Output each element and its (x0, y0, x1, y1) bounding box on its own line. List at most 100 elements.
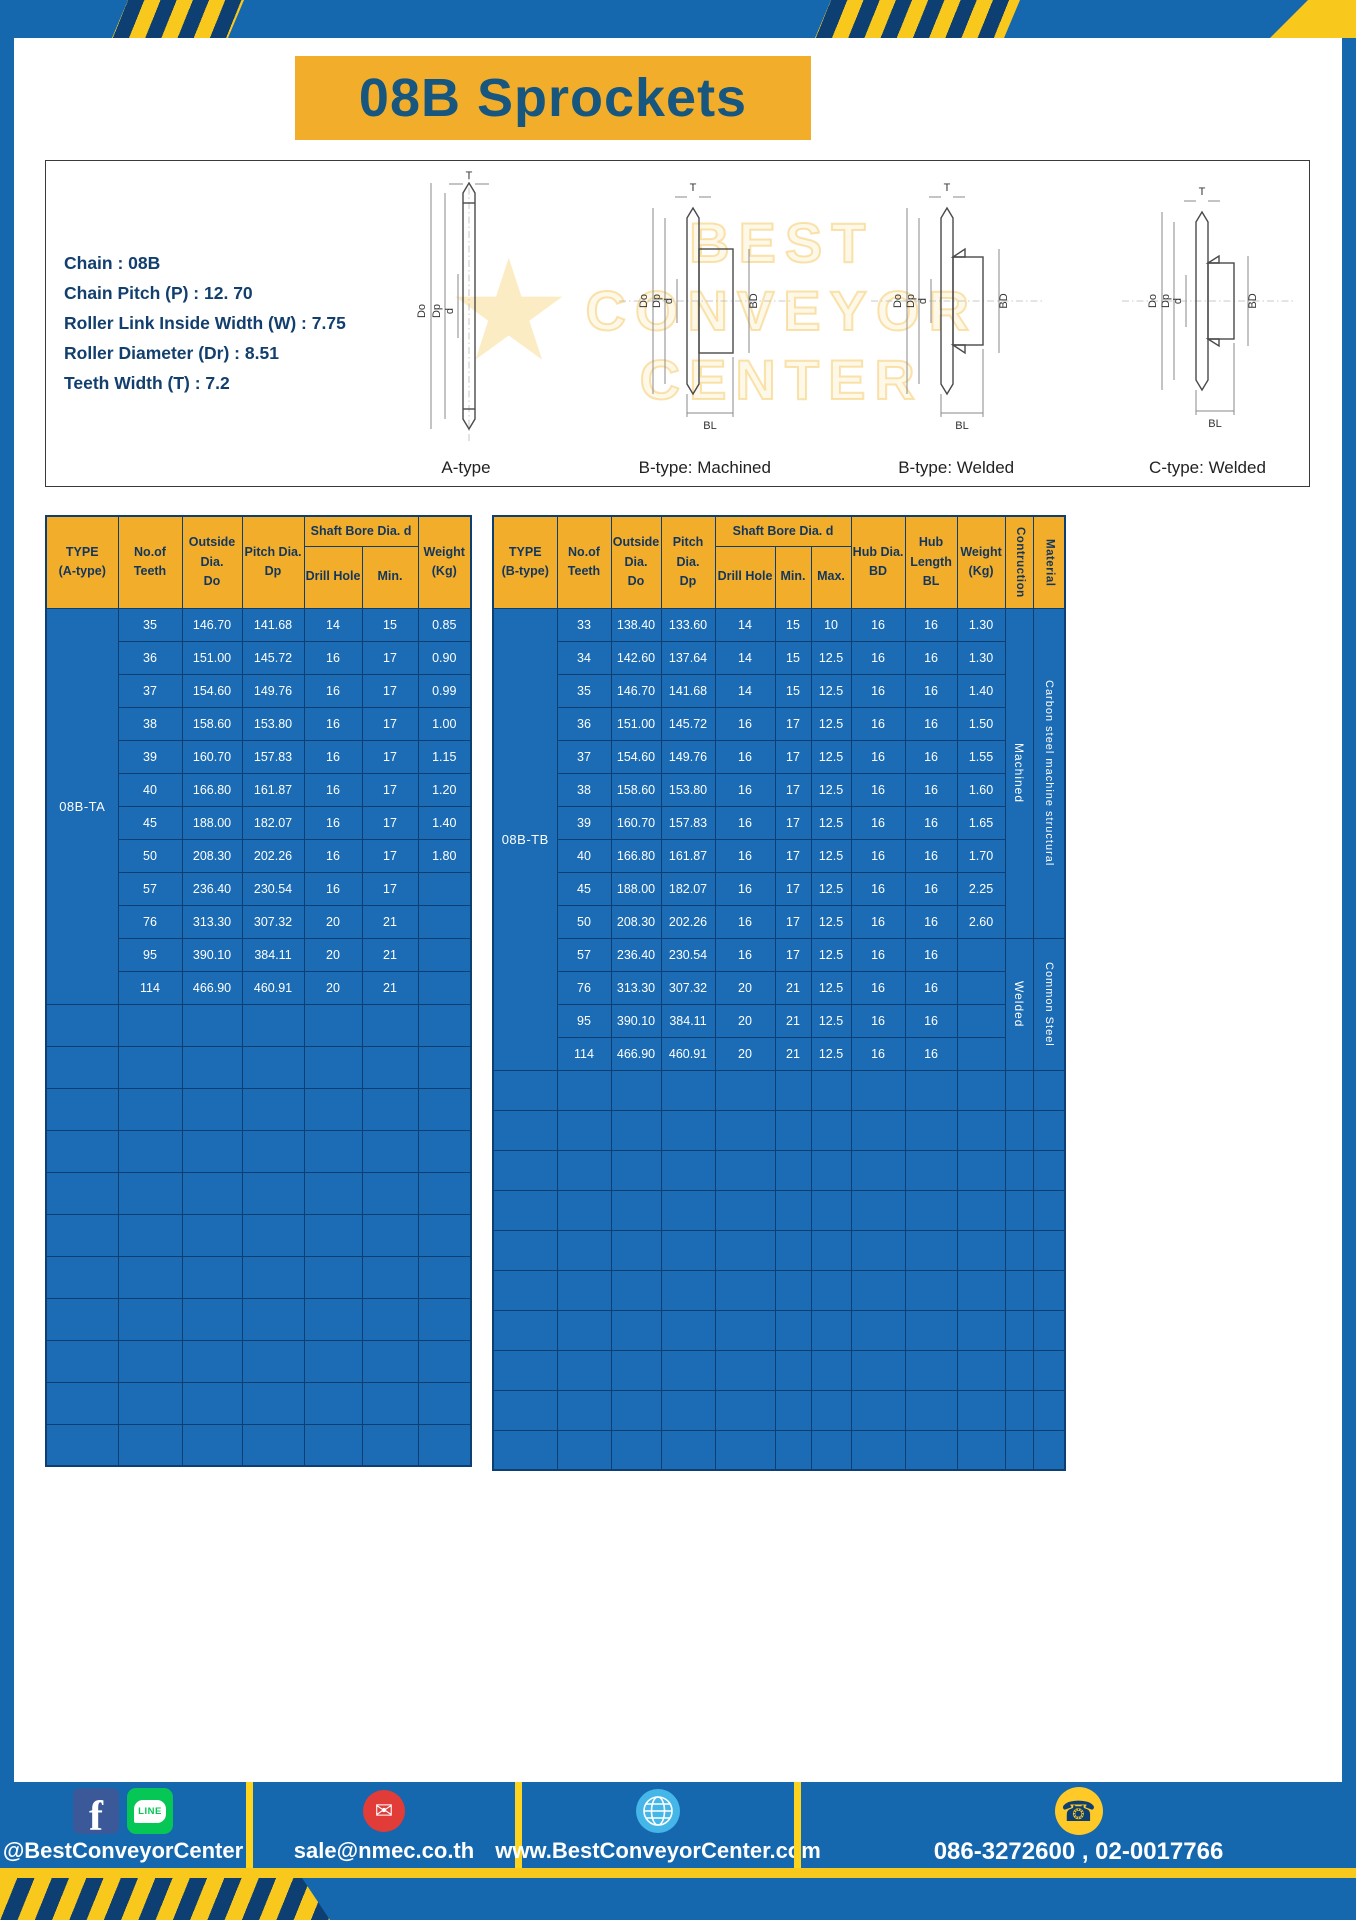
empty-table-row (45, 1255, 472, 1299)
empty-cell (181, 1381, 243, 1425)
data-cell (417, 970, 472, 1005)
empty-cell (556, 1349, 612, 1391)
data-cell: 15 (361, 607, 419, 642)
data-cell: 12.5 (810, 871, 852, 906)
empty-cell (181, 1213, 243, 1257)
data-cell: 37 (556, 739, 612, 774)
data-cell: 1.60 (956, 772, 1006, 807)
dim-label-t: T (943, 182, 950, 194)
empty-cell (810, 1149, 852, 1191)
empty-cell (361, 1087, 419, 1131)
data-cell: 460.91 (241, 970, 305, 1005)
empty-cell (904, 1069, 958, 1111)
dim-label-bl: BL (1208, 418, 1221, 430)
empty-table-row (45, 1087, 472, 1131)
top-hazard-stripe-left (112, 0, 244, 38)
data-cell: 45 (556, 871, 612, 906)
data-cell: 1.55 (956, 739, 1006, 774)
empty-cell (810, 1349, 852, 1391)
data-cell: 21 (774, 1003, 812, 1038)
empty-cell (1032, 1149, 1066, 1191)
title-banner: 08B Sprockets (295, 56, 811, 140)
line-icon: LINE (127, 1788, 173, 1834)
data-cell: 14 (303, 607, 363, 642)
data-cell: 16 (303, 739, 363, 774)
construction-cell: Machined (1004, 607, 1034, 939)
empty-cell (241, 1087, 305, 1131)
data-cell: 1.70 (956, 838, 1006, 873)
data-cell: 188.00 (181, 805, 243, 840)
empty-cell (660, 1389, 716, 1431)
empty-cell (714, 1229, 776, 1271)
data-cell: 12.5 (810, 805, 852, 840)
empty-cell (1004, 1269, 1034, 1311)
figure-caption-a-type: A-type (441, 458, 491, 477)
empty-cell (556, 1149, 612, 1191)
data-cell: 151.00 (181, 640, 243, 675)
table-row: 114 466.90 460.91 20 21 (46, 970, 472, 1005)
empty-cell (610, 1349, 662, 1391)
data-cell: 39 (556, 805, 612, 840)
data-cell: 15 (774, 607, 812, 642)
empty-table-row (492, 1269, 1066, 1311)
top-right-corner-wedge (1270, 0, 1356, 38)
data-cell: 16 (904, 970, 958, 1005)
top-hazard-stripe-right (815, 0, 1020, 38)
empty-cell (492, 1429, 558, 1471)
data-cell: 12.5 (810, 1003, 852, 1038)
empty-cell (956, 1389, 1006, 1431)
empty-table-row (492, 1189, 1066, 1231)
empty-table-row (492, 1069, 1066, 1111)
dim-label-t: T (466, 171, 473, 182)
table-row: 57 236.40 230.54 16 17 12.5 16 16 Welded Common S… (493, 937, 1066, 1071)
empty-cell (361, 1255, 419, 1299)
dim-label-dp: Dp (1160, 294, 1172, 308)
data-cell: 208.30 (610, 904, 662, 939)
empty-cell (556, 1309, 612, 1351)
data-cell: 38 (117, 706, 183, 741)
col-header-pitch-dia: Pitch Dia. Dp (660, 515, 716, 609)
empty-cell (714, 1149, 776, 1191)
empty-cell (492, 1269, 558, 1311)
empty-cell (117, 1045, 183, 1089)
col-header-type: TYPE (B-type) (492, 515, 558, 609)
empty-table-row (492, 1349, 1066, 1391)
footer-section-social: f LINE @BestConveyorCenter (0, 1782, 246, 1868)
empty-cell (45, 1045, 119, 1089)
data-cell: 154.60 (610, 739, 662, 774)
empty-cell (774, 1349, 812, 1391)
empty-cell (303, 1339, 363, 1383)
dim-label-bl: BL (955, 420, 968, 432)
table-row: 38 158.60 153.80 16 17 1.00 (46, 706, 472, 741)
data-cell: 16 (714, 739, 776, 774)
empty-cell (956, 1189, 1006, 1231)
data-cell: 17 (774, 739, 812, 774)
empty-cell (810, 1429, 852, 1471)
dim-label-do: Do (892, 294, 904, 308)
data-cell: 17 (361, 739, 419, 774)
spec-tables: TYPE (A-type) No.of Teeth Outside Dia. D… (45, 515, 1067, 1471)
data-cell: 16 (303, 706, 363, 741)
empty-cell (492, 1069, 558, 1111)
data-cell: 1.30 (956, 607, 1006, 642)
empty-cell (417, 1339, 472, 1383)
data-cell: 10 (810, 607, 852, 642)
empty-cell (904, 1229, 958, 1271)
empty-cell (556, 1189, 612, 1231)
data-cell: 16 (303, 640, 363, 675)
empty-cell (361, 1381, 419, 1425)
data-cell (417, 904, 472, 939)
page-title: 08B Sprockets (358, 68, 748, 128)
empty-cell (241, 1171, 305, 1215)
col-header-outside-dia: Outside Dia. Do (610, 515, 662, 609)
data-cell: 153.80 (660, 772, 716, 807)
empty-cell (556, 1109, 612, 1151)
empty-cell (241, 1255, 305, 1299)
data-cell: 16 (850, 904, 906, 939)
empty-cell (904, 1269, 958, 1311)
b-type-machined-drawing: T Do Dp d BD BL (619, 182, 791, 432)
data-cell: 15 (774, 640, 812, 675)
data-cell: 38 (556, 772, 612, 807)
col-header-construction: Contruction (1004, 515, 1034, 609)
table-row: 45 188.00 182.07 16 17 1.40 (46, 805, 472, 840)
